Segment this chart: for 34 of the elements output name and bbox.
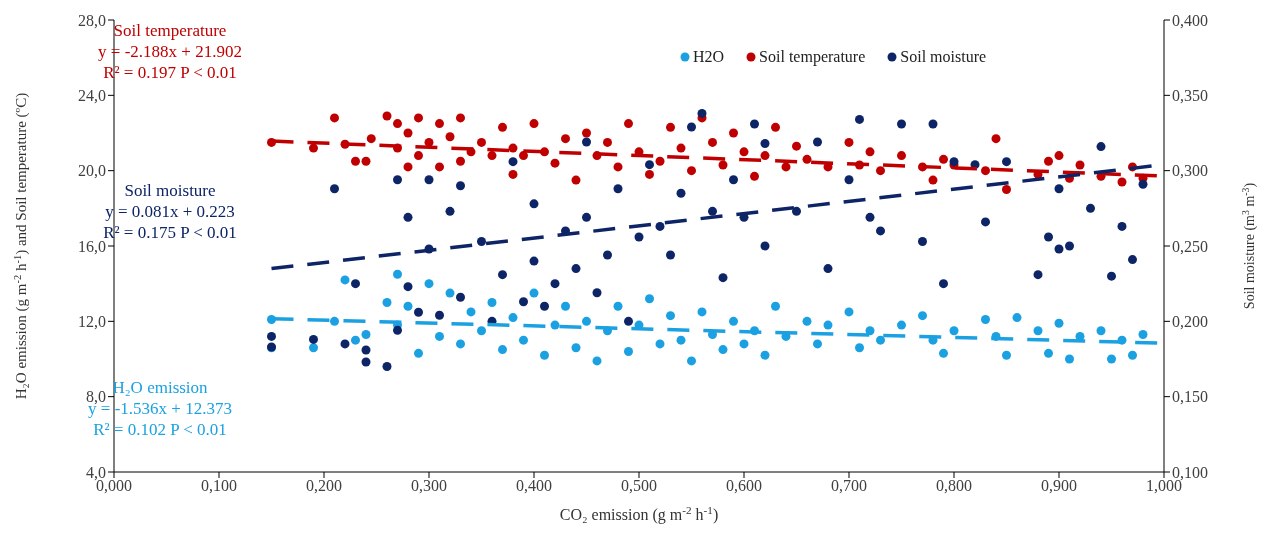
y2-tick-label: 0,350 bbox=[1172, 87, 1208, 105]
x-tick-label: 0,700 bbox=[831, 477, 867, 495]
annotation: Soil temperature bbox=[113, 21, 227, 40]
x-tick-label: 0,300 bbox=[411, 477, 447, 495]
y-tick-label: 20,0 bbox=[78, 162, 106, 180]
legend-label: Soil moisture bbox=[900, 48, 987, 66]
x-tick-label: 0,200 bbox=[306, 477, 342, 495]
x-tick-label: 0,800 bbox=[936, 477, 972, 495]
annotation: y = -2.188x + 21.902 bbox=[98, 42, 242, 61]
y-tick-label: 4,0 bbox=[86, 463, 106, 481]
annotation: R² = 0.197 P < 0.01 bbox=[103, 63, 237, 82]
x-tick-label: 0,400 bbox=[516, 477, 552, 495]
x-tick-label: 0,500 bbox=[621, 477, 657, 495]
x-tick-label: 0,100 bbox=[201, 477, 237, 495]
legend-label: H2O bbox=[693, 48, 725, 66]
legend-label: Soil temperature bbox=[759, 48, 866, 66]
annotation: y = 0.081x + 0.223 bbox=[105, 202, 235, 221]
y2-tick-label: 0,200 bbox=[1172, 313, 1208, 331]
x-tick-label: 0,900 bbox=[1041, 477, 1077, 495]
y2-tick-label: 0,400 bbox=[1172, 11, 1208, 29]
x-axis-title: CO₂ emission (g m$^{-2}$ h$^{-1}$) bbox=[559, 504, 719, 524]
annotation: R² = 0.175 P < 0.01 bbox=[103, 223, 237, 242]
y-tick-label: 16,0 bbox=[78, 237, 106, 255]
y-tick-label: 28,0 bbox=[78, 11, 106, 29]
y2-tick-label: 0,300 bbox=[1172, 162, 1208, 180]
y2-tick-label: 0,250 bbox=[1172, 237, 1208, 255]
x-tick-label: 0,600 bbox=[726, 477, 762, 495]
y-tick-label: 24,0 bbox=[78, 87, 106, 105]
y-tick-label: 12,0 bbox=[78, 313, 106, 331]
annotation: R² = 0.102 P < 0.01 bbox=[93, 420, 227, 439]
annotation: Soil moisture bbox=[124, 181, 216, 200]
annotation: H₂O emission bbox=[112, 378, 209, 397]
y2-tick-label: 0,150 bbox=[1172, 388, 1208, 406]
y2-tick-label: 0,100 bbox=[1172, 463, 1208, 481]
